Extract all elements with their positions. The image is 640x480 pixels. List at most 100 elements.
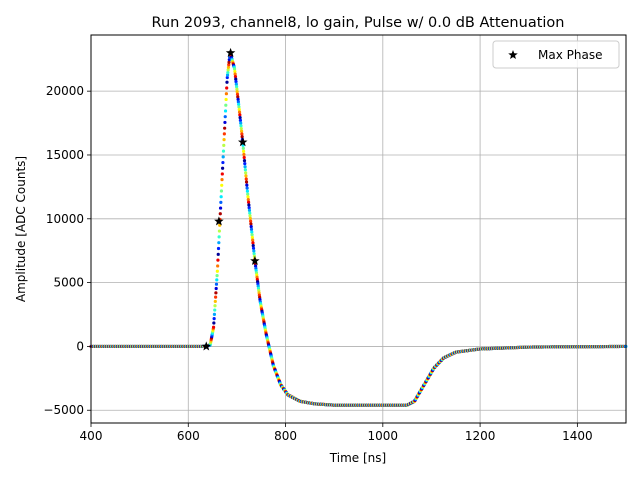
data-point [227,60,231,64]
data-point [236,95,240,99]
x-tick-label: 1000 [368,429,399,443]
data-point [225,75,229,80]
x-tick-label: 600 [177,429,200,443]
data-point [242,155,246,160]
data-point [251,246,256,250]
data-point [245,183,249,187]
x-axis-ticks: 400 600 800 1000 1200 1400 [80,423,593,443]
data-point [246,197,250,202]
data-point [248,211,252,215]
data-point [239,129,244,133]
data-point [226,65,231,69]
data-point [237,102,241,107]
data-point [246,192,250,196]
data-point [242,158,247,163]
data-point [239,121,243,125]
max-phase-star [225,47,236,57]
data-point [226,68,230,72]
data-point [243,162,247,166]
data-point [222,143,226,147]
data-point [249,225,253,229]
data-point [246,200,251,204]
data-point [249,222,253,226]
data-point [215,269,219,273]
data-point [217,241,221,245]
grid-lines [90,35,626,423]
data-point [227,58,231,62]
data-point [217,235,221,239]
data-point [215,273,219,278]
x-tick-label: 1200 [465,429,496,443]
max-phase-star [237,137,248,147]
data-point [234,82,238,86]
data-point [237,105,241,109]
data-point [234,77,238,81]
data-point [219,189,224,193]
data-point [221,160,225,165]
data-point [216,246,221,251]
data-point [244,174,248,178]
data-point [212,317,216,321]
y-tick-label: 10000 [46,212,84,226]
data-point [214,291,218,295]
data-point [251,238,255,242]
max-phase-star [250,255,260,265]
data-point [246,195,250,199]
legend: Max Phase [492,40,620,69]
data-point [220,178,224,182]
data-point [218,212,222,216]
data-point [247,208,252,212]
data-point [238,116,242,120]
data-point [250,233,254,237]
data-point [236,97,240,101]
data-point [250,230,254,234]
data-point [215,278,219,282]
data-point [244,180,249,184]
chart-title: Run 2093, channel8, lo gain, Pulse w/ 0.… [152,15,565,31]
data-point [214,282,219,286]
data-point [222,132,226,136]
data-point [233,69,237,74]
data-point [249,227,254,231]
data-point [243,168,247,172]
y-tick-label: −5000 [43,403,84,417]
data-point [216,252,220,256]
data-point [219,195,223,199]
data-point [216,264,220,268]
y-tick-label: 0 [76,339,84,353]
data-point [223,126,227,130]
data-point [240,132,244,136]
legend-box [492,40,620,69]
scatter-points [89,51,628,407]
data-point [243,165,247,169]
data-point [241,146,245,150]
data-point [237,110,242,114]
x-tick-label: 1400 [562,429,593,443]
data-point [233,72,237,76]
data-point [219,200,223,204]
data-point [244,177,248,181]
data-point [218,206,223,210]
data-point [247,203,251,207]
data-point [248,214,252,218]
data-point [224,103,228,107]
data-point [227,63,231,67]
data-point [225,80,229,84]
data-point [224,92,228,96]
data-point [252,249,256,253]
data-point [221,166,225,170]
data-point [214,286,218,291]
data-point [239,124,243,128]
data-point [212,321,216,325]
data-point [233,75,238,79]
data-point [226,70,230,75]
data-point [212,312,217,316]
data-point [242,152,246,157]
x-axis-label: Time [ns] [329,451,386,465]
data-point [221,155,225,159]
data-point [240,135,244,139]
data-point [249,219,253,223]
data-point [235,92,240,96]
x-tick-label: 800 [274,429,297,443]
